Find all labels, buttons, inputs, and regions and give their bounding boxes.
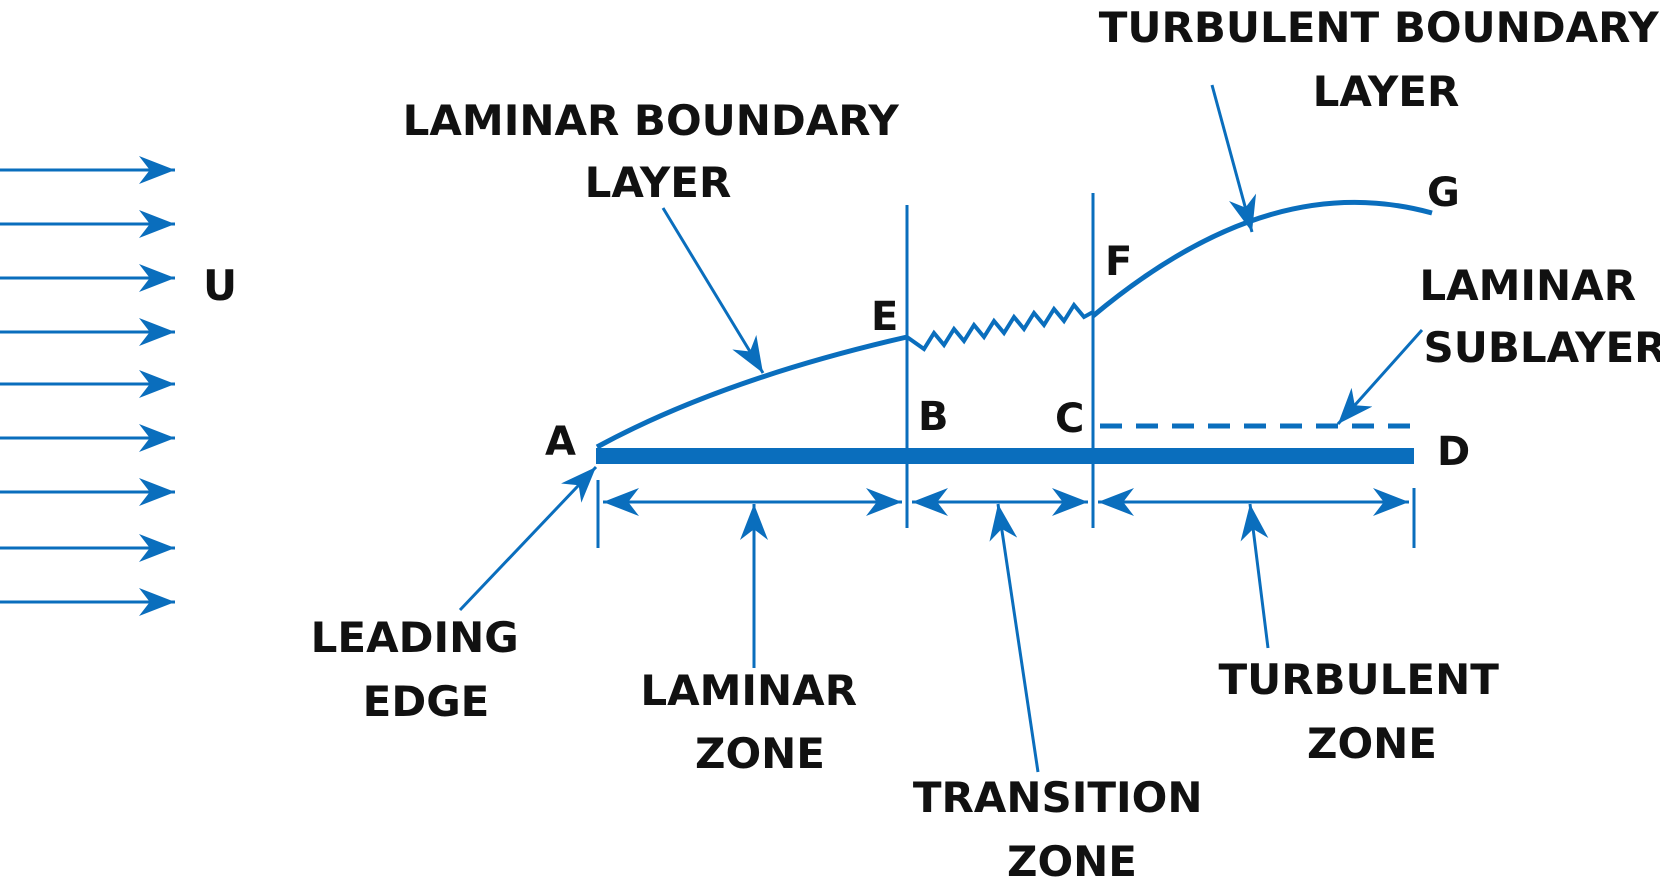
turbulent-boundary-layer-label-line2: LAYER xyxy=(1313,67,1460,116)
point-b-label: B xyxy=(918,394,949,440)
laminar-boundary-layer-curve xyxy=(595,334,908,450)
transition-zone-label-line1: TRANSITION xyxy=(913,773,1203,822)
turbulent-zone-pointer xyxy=(1240,503,1270,649)
laminar-sublayer-label-line2: SUBLAYER xyxy=(1423,323,1660,372)
laminar-zone-label-line1: LAMINAR xyxy=(640,666,857,715)
laminar-boundary-layer-label-line2: LAYER xyxy=(585,158,732,207)
turbulent-zone-label-line2: ZONE xyxy=(1307,719,1437,768)
laminar-boundary-layer-label: LAMINAR BOUNDARY LAYER xyxy=(403,96,914,207)
leader-arrows xyxy=(458,84,1424,773)
turbulent-boundary-layer-curve xyxy=(1091,199,1433,318)
point-g-label: G xyxy=(1427,170,1460,216)
velocity-label: U xyxy=(203,261,237,310)
leading-edge-label-line2: EDGE xyxy=(363,677,490,726)
laminar-sublayer-label: LAMINAR SUBLAYER xyxy=(1419,261,1660,372)
turbulent-boundary-layer-label: TURBULENT BOUNDARY LAYER xyxy=(1099,3,1660,116)
laminar-zone-label: LAMINAR ZONE xyxy=(640,666,871,778)
transition-zigzag xyxy=(905,301,1094,352)
transition-zone-label-line2: ZONE xyxy=(1007,837,1137,886)
leading-edge-label: LEADING EDGE xyxy=(311,613,534,726)
laminar-zone-label-line2: ZONE xyxy=(695,729,825,778)
turbulent-boundary-layer-pointer xyxy=(1210,84,1257,233)
point-f-label: F xyxy=(1105,239,1132,285)
point-a-label: A xyxy=(545,419,576,465)
turbulent-zone-label-line1: TURBULENT xyxy=(1218,655,1499,704)
transition-zone-pointer xyxy=(989,503,1040,773)
transition-zone-label: TRANSITION ZONE xyxy=(913,773,1217,886)
free-stream-arrows xyxy=(0,156,175,616)
turbulent-zone-label: TURBULENT ZONE xyxy=(1218,655,1513,768)
laminar-boundary-layer-label-line1: LAMINAR BOUNDARY xyxy=(403,96,900,145)
point-c-label: C xyxy=(1055,396,1084,442)
leading-edge-pointer xyxy=(458,465,598,612)
point-e-label: E xyxy=(871,294,898,340)
laminar-sublayer-label-line1: LAMINAR xyxy=(1419,261,1636,310)
laminar-sublayer-pointer xyxy=(1336,329,1424,425)
leading-edge-label-line1: LEADING xyxy=(311,613,519,662)
laminar-boundary-layer-pointer xyxy=(661,207,765,374)
point-d-label: D xyxy=(1437,429,1470,475)
turbulent-boundary-layer-label-line1: TURBULENT BOUNDARY xyxy=(1099,3,1659,52)
